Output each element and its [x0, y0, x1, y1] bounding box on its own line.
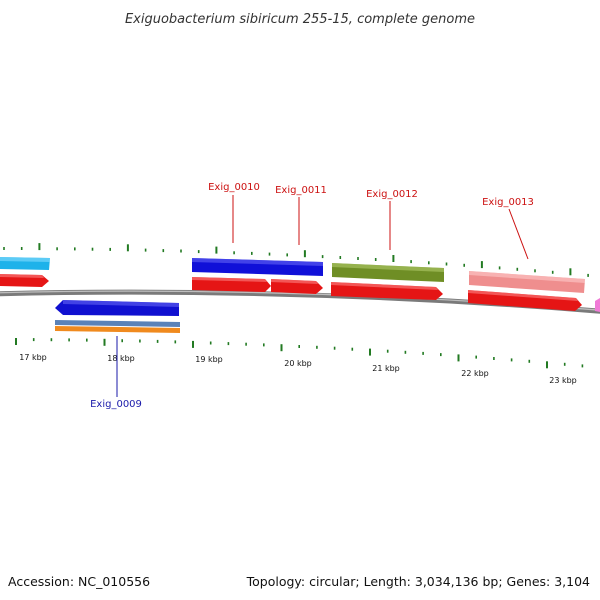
gene-exig-0009[interactable] — [55, 300, 179, 316]
cds-exig-0012[interactable] — [331, 282, 443, 300]
leader-exig-0013 — [508, 208, 529, 260]
summary-text: Topology: circular; Length: 3,034,136 bp… — [246, 574, 590, 589]
tick-label-20kbp: 20 kbp — [284, 359, 312, 368]
cds-forward-left[interactable] — [0, 274, 49, 287]
label-exig-0009[interactable]: Exig_0009 — [90, 399, 142, 410]
label-exig-0012[interactable]: Exig_0012 — [366, 189, 418, 200]
tick-label-18kbp: 18 kbp — [107, 354, 135, 363]
cds-exig-0010[interactable] — [192, 277, 271, 292]
feature-orange-0009[interactable] — [55, 326, 180, 333]
cds-exig-0013[interactable] — [468, 290, 582, 311]
feature-pink-right[interactable] — [595, 298, 600, 312]
tick-label-23kbp: 23 kbp — [549, 376, 577, 385]
label-exig-0010[interactable]: Exig_0010 — [208, 182, 260, 193]
label-exig-0013[interactable]: Exig_0013 — [482, 197, 534, 208]
inner-tick-row — [15, 338, 584, 369]
label-exig-0011[interactable]: Exig_0011 — [275, 185, 327, 196]
feature-steel-0009[interactable] — [55, 320, 180, 327]
map-title: Exiguobacterium sibiricum 255-15, comple… — [125, 12, 475, 27]
cds-exig-0011[interactable] — [271, 279, 323, 294]
tick-label-17kbp: 17 kbp — [19, 353, 47, 362]
feature-cyan-left[interactable] — [0, 257, 50, 270]
outer-tick-row — [3, 243, 589, 277]
tick-label-22kbp: 22 kbp — [461, 369, 489, 378]
feature-pink-0013[interactable] — [469, 271, 585, 293]
tick-label-19kbp: 19 kbp — [195, 355, 223, 364]
gene-exig-0010[interactable] — [192, 258, 323, 276]
tick-label-21kbp: 21 kbp — [372, 364, 400, 373]
accession-text: Accession: NC_010556 — [8, 574, 150, 589]
feature-olive-0012[interactable] — [332, 263, 444, 282]
